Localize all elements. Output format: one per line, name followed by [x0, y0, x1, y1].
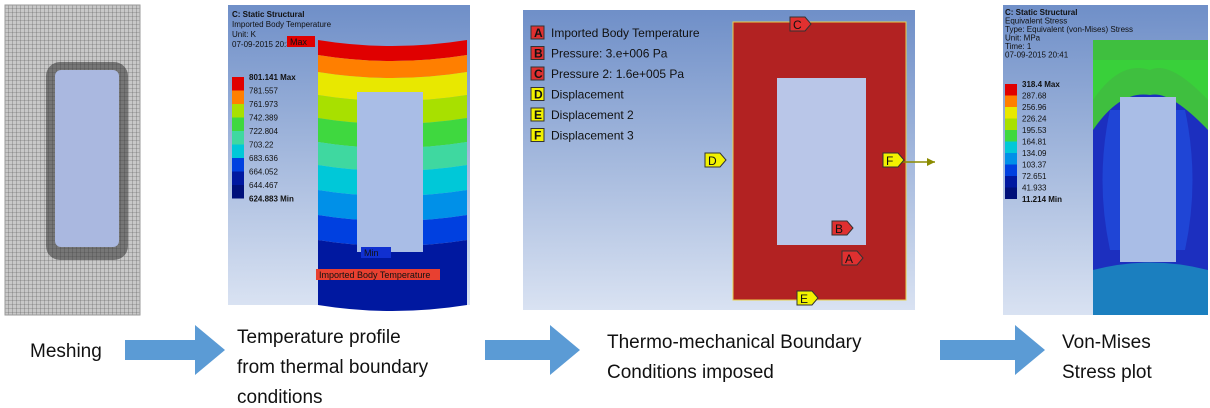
label-letter: E: [534, 108, 542, 122]
legend-label: 781.557: [249, 87, 278, 96]
caption: Thermo-mechanical Boundary: [607, 332, 862, 353]
figure: Meshing Temperature profile from thermal b…: [0, 0, 1210, 408]
caption: conditions: [237, 387, 323, 408]
label-letter: D: [534, 88, 543, 102]
legend-label: 72.651: [1022, 172, 1047, 181]
legend-swatch: [232, 145, 244, 159]
arrow: [940, 325, 1045, 375]
legend-label: 644.467: [249, 181, 278, 190]
marker-letter: B: [835, 222, 843, 236]
legend-swatch: [232, 131, 244, 145]
legend-label: 722.804: [249, 127, 278, 136]
legend-label: 664.052: [249, 168, 278, 177]
legend-label: 41.933: [1022, 184, 1047, 193]
legend-label: 103.37: [1022, 161, 1047, 170]
legend-swatch: [1005, 153, 1017, 165]
legend-swatch: [1005, 84, 1017, 96]
header-text: Unit: K: [232, 30, 257, 39]
arrow: [485, 325, 580, 375]
label-text: Pressure 2: 1.6e+005 Pa: [551, 67, 684, 81]
caption: Meshing: [30, 341, 102, 362]
legend-swatch: [232, 91, 244, 105]
mesh-panel: [5, 5, 140, 315]
legend-swatch: [1005, 107, 1017, 119]
label-text: Pressure: 3.e+006 Pa: [551, 47, 668, 61]
marker-letter: E: [800, 292, 808, 306]
legend-label: 683.636: [249, 154, 278, 163]
legend-swatch: [1005, 165, 1017, 177]
caption: Stress plot: [1062, 362, 1152, 383]
legend-label: 761.973: [249, 100, 278, 109]
legend-swatch: [232, 185, 244, 199]
legend-label: 287.68: [1022, 92, 1047, 101]
legend-swatch: [1005, 130, 1017, 142]
label-text: Displacement 3: [551, 129, 634, 143]
legend-swatch: [232, 77, 244, 91]
legend-swatch: [232, 118, 244, 132]
legend-label: 195.53: [1022, 126, 1047, 135]
marker-letter: D: [708, 154, 717, 168]
label-text: Displacement: [551, 88, 624, 102]
label-letter: A: [534, 26, 543, 40]
label-letter: C: [534, 67, 543, 81]
legend-label: 703.22: [249, 141, 274, 150]
legend-swatch: [232, 158, 244, 172]
header-text: 07-09-2015 20:41: [1005, 51, 1069, 60]
legend-label: 801.141 Max: [249, 73, 296, 82]
arrow: [125, 325, 225, 375]
label-text: Imported Body Temperature: [551, 26, 700, 40]
marker-letter: F: [886, 154, 893, 168]
legend-label: 164.81: [1022, 138, 1047, 147]
legend-label: 742.389: [249, 114, 278, 123]
legend-swatch: [1005, 96, 1017, 108]
legend-swatch: [1005, 142, 1017, 154]
probe-label: Max: [290, 37, 308, 47]
header-text: Imported Body Temperature: [232, 20, 332, 29]
probe-label: Imported Body Temperature: [319, 270, 430, 280]
legend-label: 624.883 Min: [249, 195, 294, 204]
header-text: 07-09-2015 20:39: [232, 40, 296, 49]
legend-label: 11.214 Min: [1022, 195, 1062, 204]
legend-label: 318.4 Max: [1022, 80, 1060, 89]
caption: Von-Mises: [1062, 332, 1151, 353]
legend-swatch: [232, 104, 244, 118]
label-letter: F: [534, 129, 541, 143]
legend-swatch: [1005, 188, 1017, 200]
marker-letter: A: [845, 252, 853, 266]
legend-swatch: [232, 172, 244, 186]
label-text: Displacement 2: [551, 108, 634, 122]
marker-letter: C: [793, 18, 802, 32]
caption: from thermal boundary: [237, 357, 429, 378]
legend-label: 256.96: [1022, 103, 1047, 112]
caption: Conditions imposed: [607, 362, 774, 383]
label-letter: B: [534, 47, 543, 61]
legend-swatch: [1005, 176, 1017, 188]
probe-label: Min: [364, 248, 379, 258]
legend-label: 226.24: [1022, 115, 1047, 124]
caption: Temperature profile: [237, 327, 401, 348]
legend-label: 134.09: [1022, 149, 1047, 158]
header-text: C: Static Structural: [232, 10, 304, 19]
legend-swatch: [1005, 119, 1017, 131]
